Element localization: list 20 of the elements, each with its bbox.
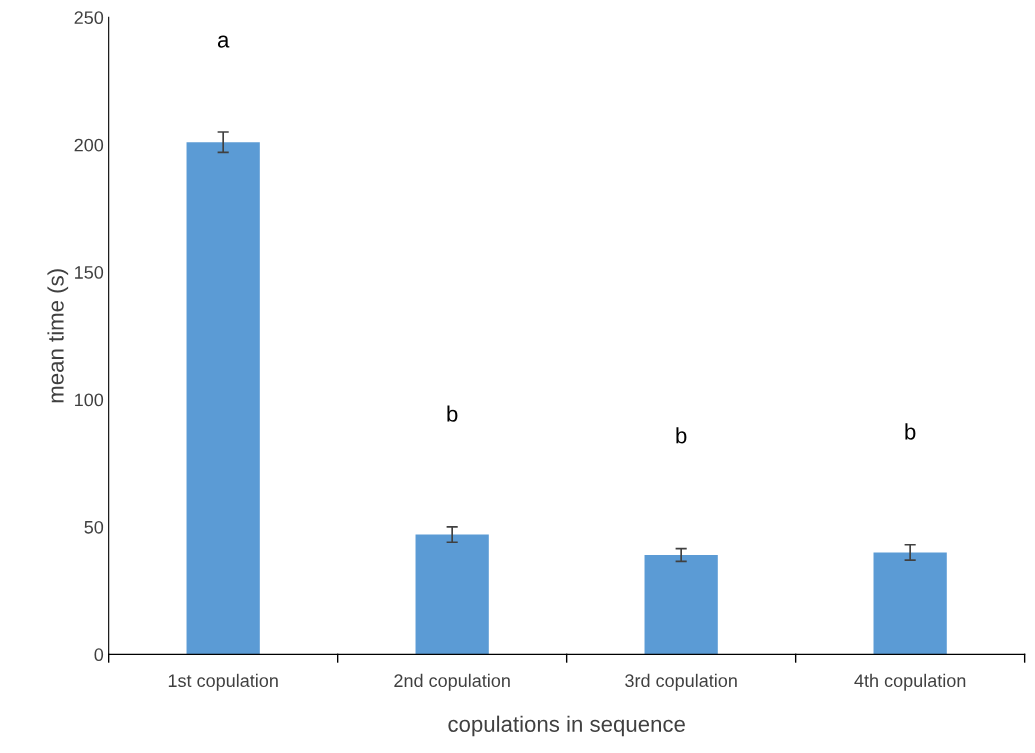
x-tick-label: 2nd copulation [394, 673, 510, 691]
y-tick-label: 250 [74, 11, 104, 25]
y-tick-label: 0 [94, 648, 104, 662]
bar [873, 552, 947, 655]
annotation: b [447, 405, 458, 422]
y-tick-label: 150 [75, 266, 104, 279]
bar [415, 534, 489, 655]
annotation: b [676, 427, 687, 444]
bar [644, 554, 718, 655]
x-tick-label: 4th copulation [854, 673, 966, 691]
x-axis-title: copulations in sequence [448, 715, 685, 737]
x-tick-label: 3rd copulation [625, 673, 737, 691]
y-tick-label: 50 [84, 520, 104, 534]
y-tick-label: 200 [74, 138, 104, 152]
annotation: a [217, 35, 230, 48]
x-tick-label: 1st copulation [168, 673, 278, 691]
y-axis-title: mean time (s) [47, 269, 69, 403]
bar [186, 142, 260, 655]
annotation: b [905, 423, 916, 440]
y-tick-label: 100 [75, 393, 104, 407]
